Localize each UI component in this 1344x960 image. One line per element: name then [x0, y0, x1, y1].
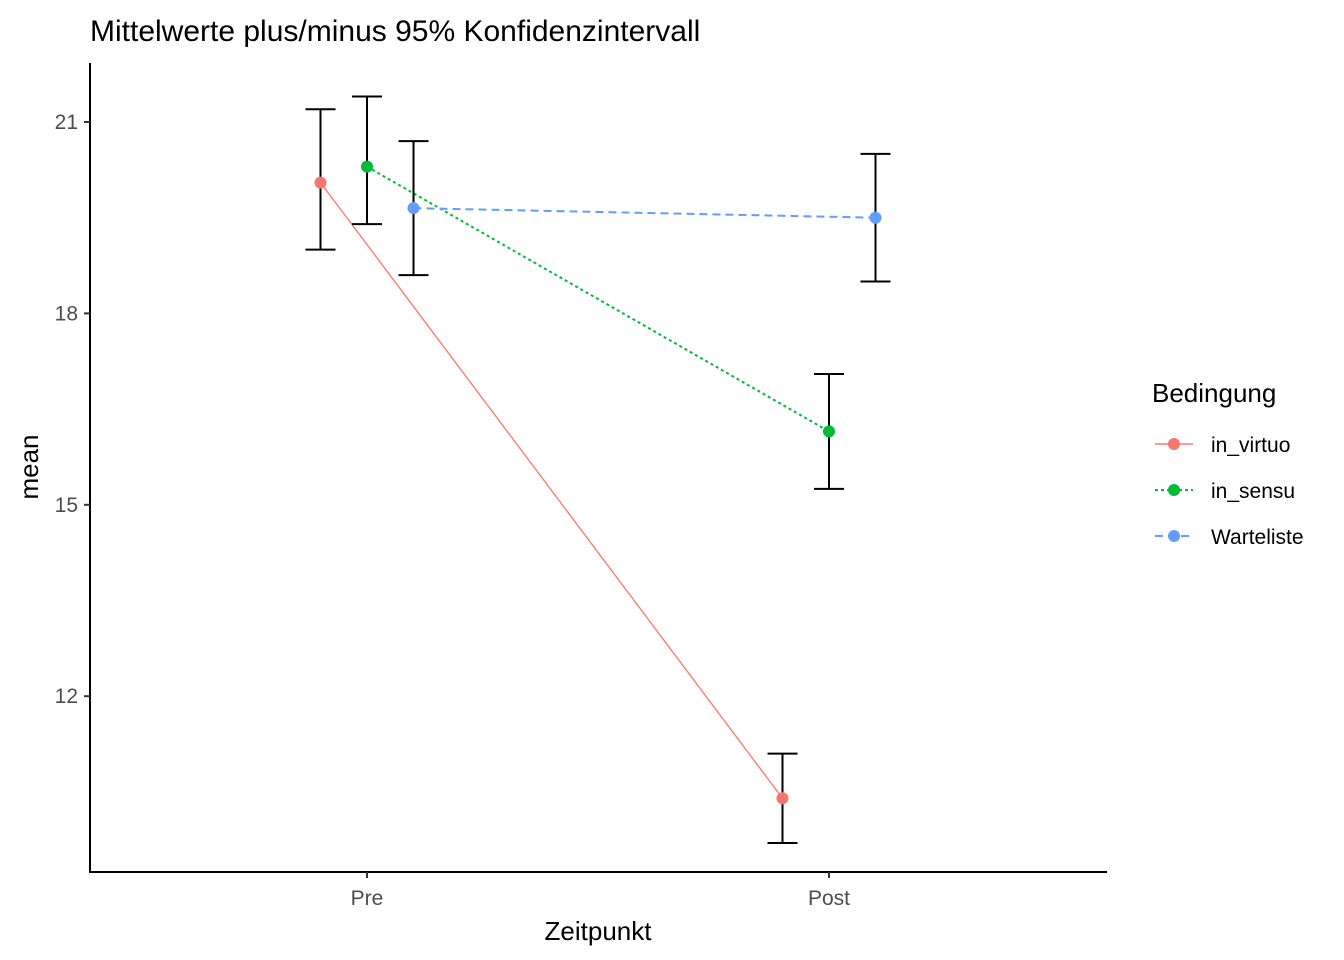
y-axis-title: mean: [14, 434, 44, 499]
x-axis-title: Zeitpunkt: [545, 916, 653, 946]
legend-marker-Warteliste: [1168, 530, 1180, 542]
axes: 12 15 18 21 Pre Post: [55, 111, 851, 910]
data-point-in_sensu: [823, 425, 835, 438]
y-tick-label: 21: [55, 111, 78, 134]
data-point-in_virtuo: [314, 176, 327, 189]
y-tick-label: 18: [55, 302, 78, 325]
data-point-Warteliste: [407, 202, 420, 215]
chart-title: Mittelwerte plus/minus 95% Konfidenzinte…: [90, 15, 700, 48]
legend-title: Bedingung: [1152, 378, 1276, 408]
series-line-in_virtuo: [319, 182, 784, 799]
plot-area: [305, 95, 891, 844]
legend: Bedingung in_virtuo in_sensu Warteliste: [1152, 378, 1304, 549]
data-point-in_sensu: [361, 160, 373, 173]
legend-marker-in_virtuo: [1168, 438, 1180, 450]
legend-label-in_virtuo: in_virtuo: [1211, 434, 1290, 457]
y-tick-label: 12: [55, 685, 78, 708]
legend-label-Warteliste: Warteliste: [1211, 526, 1304, 549]
data-point-in_virtuo: [776, 792, 789, 805]
series-line-in_sensu: [366, 165, 830, 433]
x-tick-label: Pre: [351, 887, 384, 910]
legend-marker-in_sensu: [1168, 484, 1180, 496]
series-line-Warteliste: [413, 207, 876, 219]
data-point-Warteliste: [869, 211, 882, 224]
legend-label-in_sensu: in_sensu: [1211, 480, 1295, 503]
y-tick-label: 15: [55, 494, 78, 517]
x-tick-label: Post: [808, 887, 850, 910]
